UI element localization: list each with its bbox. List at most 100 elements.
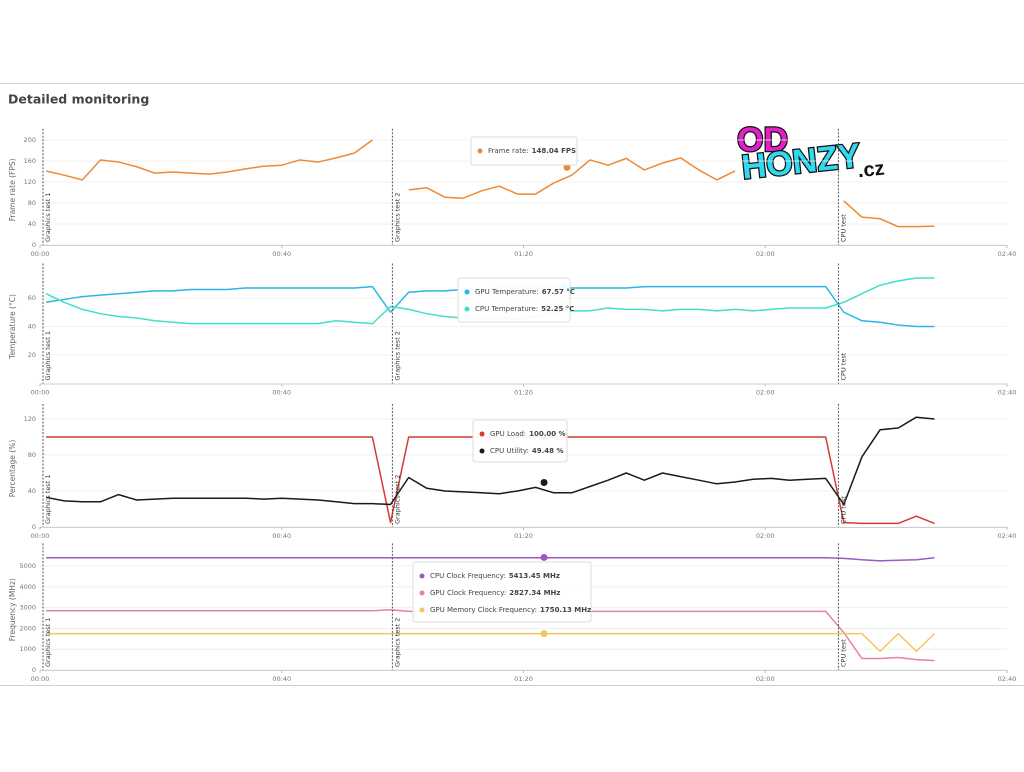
chart-panel: 20 40 60 00:00 00:40 01:20 02:00 02:40 Temperatu…: [8, 263, 1016, 397]
test-marker-label: CPU test: [839, 496, 847, 524]
test-marker-label: CPU test: [839, 214, 847, 242]
y-tick-label: 2000: [19, 624, 36, 632]
y-tick-label: 40: [28, 487, 36, 495]
test-marker-label: Graphics test 1: [44, 618, 52, 667]
tooltip-text: CPU Temperature: 52.25 °C: [475, 305, 574, 313]
test-marker-label: Graphics test 1: [44, 193, 52, 242]
x-tick-label: 02:00: [756, 250, 775, 258]
y-tick-label: 3000: [19, 604, 36, 612]
tooltip-swatch: [477, 148, 483, 154]
tooltip-swatch: [464, 289, 470, 295]
tooltip-label: GPU Temperature:: [475, 288, 539, 296]
tooltip-swatch: [479, 448, 485, 454]
x-tick-label: 00:00: [31, 250, 50, 258]
y-tick-label: 20: [28, 351, 36, 359]
tooltip-value: 2827.34 MHz: [509, 589, 560, 597]
y-axis-title: Temperature (°C): [8, 294, 17, 360]
y-tick-label: 200: [24, 136, 36, 144]
test-marker-label: Graphics test 2: [393, 193, 401, 242]
tooltip-label: Frame rate:: [488, 147, 529, 155]
tooltip-box: [470, 136, 578, 166]
y-tick-label: 40: [28, 323, 36, 331]
tooltip-text: CPU Utility: 49.48 %: [490, 447, 564, 455]
y-tick-label: 40: [28, 220, 36, 228]
x-tick-label: 01:20: [514, 389, 533, 397]
y-tick-label: 1000: [19, 645, 36, 653]
y-tick-label: 0: [32, 241, 36, 249]
series-line: [46, 556, 935, 562]
tooltip-label: CPU Temperature:: [475, 305, 538, 313]
tooltip-label: GPU Load:: [490, 430, 526, 438]
tooltip-value: 52.25 °C: [541, 305, 574, 313]
y-axis-title: Percentage (%): [8, 440, 17, 498]
x-tick-label: 00:40: [272, 250, 291, 258]
tooltip-label: GPU Memory Clock Frequency:: [430, 606, 537, 614]
y-axis-title: Frame rate (FPS): [8, 158, 17, 221]
y-tick-label: 160: [24, 157, 36, 165]
y-tick-label: 120: [24, 415, 36, 423]
x-tick-label: 02:00: [756, 532, 775, 540]
test-marker-label: Graphics test 2: [393, 331, 401, 380]
tooltip-text: GPU Load: 100.00 %: [490, 430, 566, 438]
test-marker-label: Graphics test 2: [393, 618, 401, 667]
x-tick-label: 02:40: [998, 532, 1017, 540]
y-axis-title: Frequency (MHz): [8, 578, 17, 641]
chart-panel: 0 1000 2000 3000 4000 5000 00:00 00:40 01:20 02:0…: [8, 543, 1016, 683]
tooltip-swatch: [464, 306, 470, 312]
page-title: Detailed monitoring: [8, 92, 149, 107]
x-tick-label: 00:40: [272, 675, 291, 683]
x-tick-label: 02:40: [998, 250, 1017, 258]
tooltip-value: 5413.45 MHz: [509, 572, 560, 580]
chart-panel: 0 40 80 120 00:00 00:40 01:20 02:00 02:40 Percent…: [8, 404, 1016, 540]
tooltip-swatch: [419, 573, 425, 579]
y-tick-label: 0: [32, 666, 36, 674]
test-marker-label: CPU test: [839, 639, 847, 667]
tooltip-box: [412, 561, 592, 623]
series-line: [45, 416, 935, 506]
hover-point: [540, 478, 548, 486]
x-tick-label: 00:00: [31, 532, 50, 540]
chart-panel: 0 40 80 120 160 200 00:00 00:40 01:20 02:00 02:40 F…: [8, 128, 1017, 258]
tooltip-text: CPU Clock Frequency: 5413.45 MHz: [430, 572, 560, 580]
test-marker-label: Graphics test 1: [44, 475, 52, 524]
x-tick-label: 00:00: [31, 675, 50, 683]
x-tick-label: 00:00: [31, 389, 50, 397]
tooltip-text: GPU Temperature: 67.57 °C: [475, 288, 575, 296]
test-marker-label: CPU test: [839, 352, 847, 380]
x-tick-label: 02:40: [998, 675, 1017, 683]
x-tick-label: 00:40: [272, 532, 291, 540]
series-line: [45, 139, 935, 228]
tooltip-value: 100.00 %: [529, 430, 565, 438]
y-tick-label: 80: [28, 451, 36, 459]
tooltip-box: [457, 277, 571, 323]
tooltip-swatch: [419, 607, 425, 613]
y-tick-label: 5000: [19, 562, 36, 570]
hover-point: [540, 553, 548, 561]
tooltip-text: GPU Clock Frequency: 2827.34 MHz: [430, 589, 560, 597]
y-tick-label: 4000: [19, 583, 36, 591]
x-tick-label: 01:20: [514, 675, 533, 683]
tooltip-label: CPU Utility:: [490, 447, 529, 455]
x-tick-label: 02:00: [756, 389, 775, 397]
y-tick-label: 120: [24, 178, 36, 186]
tooltip-value: 49.48 %: [532, 447, 564, 455]
test-marker-label: Graphics test 1: [44, 331, 52, 380]
tooltip-value: 148.04 FPS: [532, 147, 576, 155]
series-line: [46, 632, 936, 653]
y-tick-label: 80: [28, 199, 36, 207]
hover-point: [540, 630, 548, 638]
tooltip-text: Frame rate: 148.04 FPS: [488, 147, 576, 155]
tooltip-swatch: [419, 590, 425, 596]
tooltip-label: GPU Clock Frequency:: [430, 589, 506, 597]
tooltip-label: CPU Clock Frequency:: [430, 572, 506, 580]
hover-point: [563, 163, 571, 171]
y-tick-label: 0: [32, 523, 36, 531]
x-tick-label: 02:00: [756, 675, 775, 683]
x-tick-label: 01:20: [514, 250, 533, 258]
tooltip-box: [472, 419, 568, 463]
test-marker-label: Graphics test 2: [393, 475, 401, 524]
x-tick-label: 01:20: [514, 532, 533, 540]
x-tick-label: 00:40: [272, 389, 291, 397]
